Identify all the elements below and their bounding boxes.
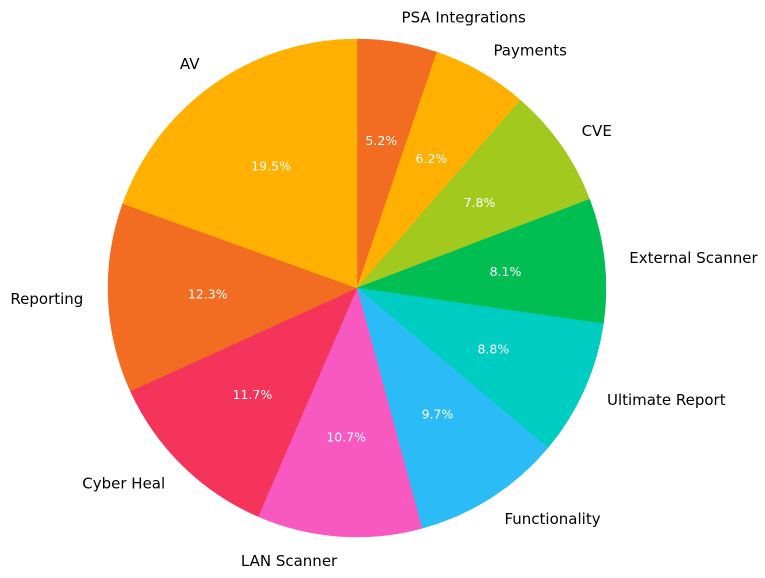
category-label-reporting: Reporting [10, 290, 83, 308]
pie-slice-cve [356, 99, 590, 289]
category-label-av: AV [180, 55, 200, 73]
percent-label-av: 19.5% [251, 158, 291, 173]
percent-label-external-scanner: 8.1% [490, 264, 522, 279]
percent-label-psa-integrations: 5.2% [365, 133, 397, 148]
pie-slice-cyber-heal [130, 287, 358, 517]
percent-label-functionality: 9.7% [422, 406, 454, 421]
pie-slice-av [122, 38, 358, 289]
percent-label-ultimate-report: 8.8% [477, 342, 509, 357]
pie-slice-lan-scanner [257, 287, 423, 538]
category-label-lan-scanner: LAN Scanner [241, 552, 338, 570]
percent-label-reporting: 12.3% [188, 287, 228, 302]
pie-slice-reporting [107, 203, 358, 392]
category-label-cve: CVE [582, 122, 612, 140]
category-labels: PSA Integrations Payments CVE External Scan… [10, 9, 758, 570]
pie-slice-external-scanner [356, 198, 607, 325]
percent-labels: 5.2% 6.2% 7.8% 8.1% 8.8% 9.7% 10.7% 11.7% 12.3% 1… [188, 133, 522, 444]
percent-label-lan-scanner: 10.7% [326, 430, 366, 445]
pie-slice-functionality [356, 287, 549, 529]
category-label-functionality: Functionality [504, 510, 600, 528]
percent-label-cve: 7.8% [464, 195, 496, 210]
category-label-psa-integrations: PSA Integrations [402, 9, 527, 27]
category-label-ultimate-report: Ultimate Report [607, 391, 726, 409]
category-label-external-scanner: External Scanner [629, 249, 758, 267]
percent-label-payments: 6.2% [416, 151, 448, 166]
percent-label-cyber-heal: 11.7% [232, 387, 272, 402]
category-label-cyber-heal: Cyber Heal [82, 474, 165, 492]
pie-slices [107, 38, 607, 538]
pie-slice-ultimate-report [356, 287, 604, 449]
category-label-payments: Payments [493, 42, 567, 60]
